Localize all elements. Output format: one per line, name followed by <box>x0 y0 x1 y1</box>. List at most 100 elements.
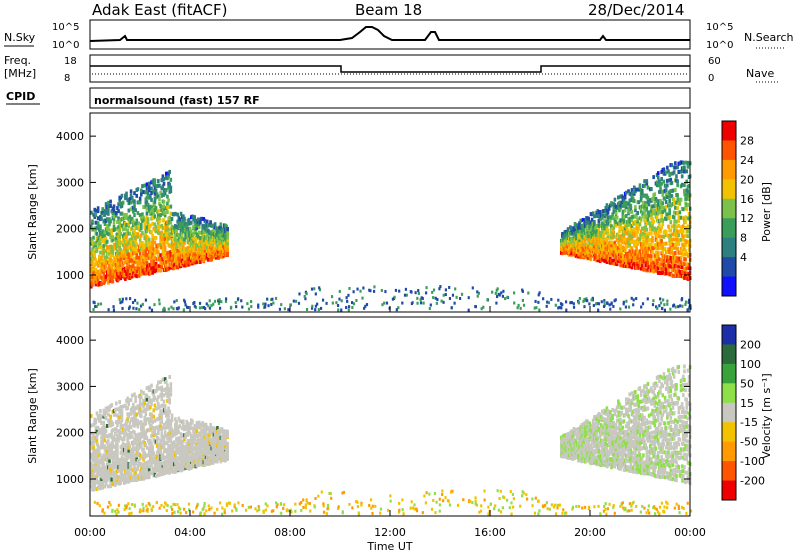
data-cell <box>148 188 151 192</box>
data-cell <box>636 211 639 215</box>
data-cell <box>158 299 160 302</box>
data-cell <box>415 291 417 294</box>
data-cell <box>142 303 144 306</box>
data-cell <box>665 170 668 174</box>
data-cell <box>550 298 552 301</box>
data-cell <box>112 279 115 283</box>
data-cell <box>167 251 170 255</box>
data-cell <box>163 177 166 181</box>
data-cell <box>664 264 667 268</box>
data-cell <box>203 306 205 309</box>
data-cell <box>593 304 595 307</box>
data-cell <box>209 299 211 302</box>
data-cell <box>275 297 277 300</box>
data-cell <box>677 305 679 308</box>
data-cell <box>97 472 100 476</box>
data-cell <box>687 308 689 311</box>
data-cell <box>164 456 167 460</box>
data-cell <box>95 221 98 225</box>
data-cell <box>643 268 646 272</box>
data-cell <box>128 425 131 429</box>
data-cell <box>134 461 137 465</box>
data-cell <box>459 297 461 300</box>
data-cell <box>205 236 208 240</box>
data-cell <box>141 184 144 188</box>
data-cell <box>647 196 650 200</box>
data-cell <box>107 201 110 205</box>
data-cell <box>226 231 229 235</box>
data-cell <box>660 214 663 218</box>
y-tick-label: 4000 <box>56 130 84 143</box>
data-cell <box>139 252 142 256</box>
colorbar-segment <box>722 179 736 199</box>
data-cell <box>461 293 463 296</box>
data-cell <box>654 209 657 213</box>
colorbar-segment <box>722 160 736 180</box>
data-cell <box>504 297 506 300</box>
data-cell <box>92 434 95 438</box>
noise-panel: N.Sky 10^5 10^0 10^5 10^0 N.Search <box>4 20 794 51</box>
data-cell <box>130 398 133 402</box>
data-cell <box>448 286 450 289</box>
data-cell <box>150 416 153 420</box>
data-cell <box>650 243 653 247</box>
data-cell <box>668 242 671 246</box>
data-cell <box>667 169 670 173</box>
data-cell <box>646 207 649 211</box>
data-cell <box>631 297 633 300</box>
data-cell <box>135 242 138 246</box>
data-cell <box>676 183 679 187</box>
nsearch-tick-top: 10^5 <box>706 22 733 33</box>
data-cell <box>142 190 145 194</box>
data-cell <box>145 257 148 261</box>
data-cell <box>149 306 151 309</box>
data-cell <box>136 302 138 305</box>
data-cell <box>140 390 143 394</box>
data-cell <box>158 225 161 229</box>
data-cell <box>652 220 655 224</box>
data-cell <box>668 216 671 220</box>
data-cell <box>677 224 680 228</box>
data-cell <box>193 301 195 304</box>
cpid-program: normalsound (fast) 157 RF <box>94 94 260 107</box>
data-cell <box>106 424 109 428</box>
data-cell <box>600 234 603 238</box>
data-cell <box>139 200 142 204</box>
data-cell <box>93 487 96 491</box>
data-cell <box>491 291 493 294</box>
data-cell <box>146 386 149 390</box>
data-cell <box>139 241 142 245</box>
data-cell <box>194 305 196 308</box>
data-cell <box>673 198 676 202</box>
data-cell <box>100 256 103 260</box>
data-cell <box>122 298 124 301</box>
data-cell <box>118 228 121 232</box>
data-cell <box>133 199 136 203</box>
data-cell <box>606 302 608 305</box>
data-cell <box>655 204 658 208</box>
data-cell <box>151 309 153 312</box>
data-cell <box>174 237 177 241</box>
data-cell <box>109 254 112 258</box>
data-cell <box>306 308 308 311</box>
data-cell <box>651 236 654 240</box>
data-cell <box>546 301 548 304</box>
data-cell <box>105 407 108 411</box>
data-cell <box>578 301 580 304</box>
data-cell <box>652 299 654 302</box>
data-cell <box>586 299 588 302</box>
data-cell <box>116 443 119 447</box>
data-cell <box>560 306 562 309</box>
data-cell <box>103 248 106 252</box>
colorbar-segment <box>722 238 736 258</box>
data-cell <box>676 247 679 251</box>
data-cell <box>347 294 349 297</box>
data-cell <box>596 256 599 260</box>
data-cell <box>130 189 133 193</box>
data-cell <box>587 217 590 221</box>
data-cell <box>676 193 679 197</box>
data-cell <box>680 238 683 242</box>
data-cell <box>145 190 148 194</box>
data-cell <box>170 212 173 216</box>
data-cell <box>121 224 124 228</box>
